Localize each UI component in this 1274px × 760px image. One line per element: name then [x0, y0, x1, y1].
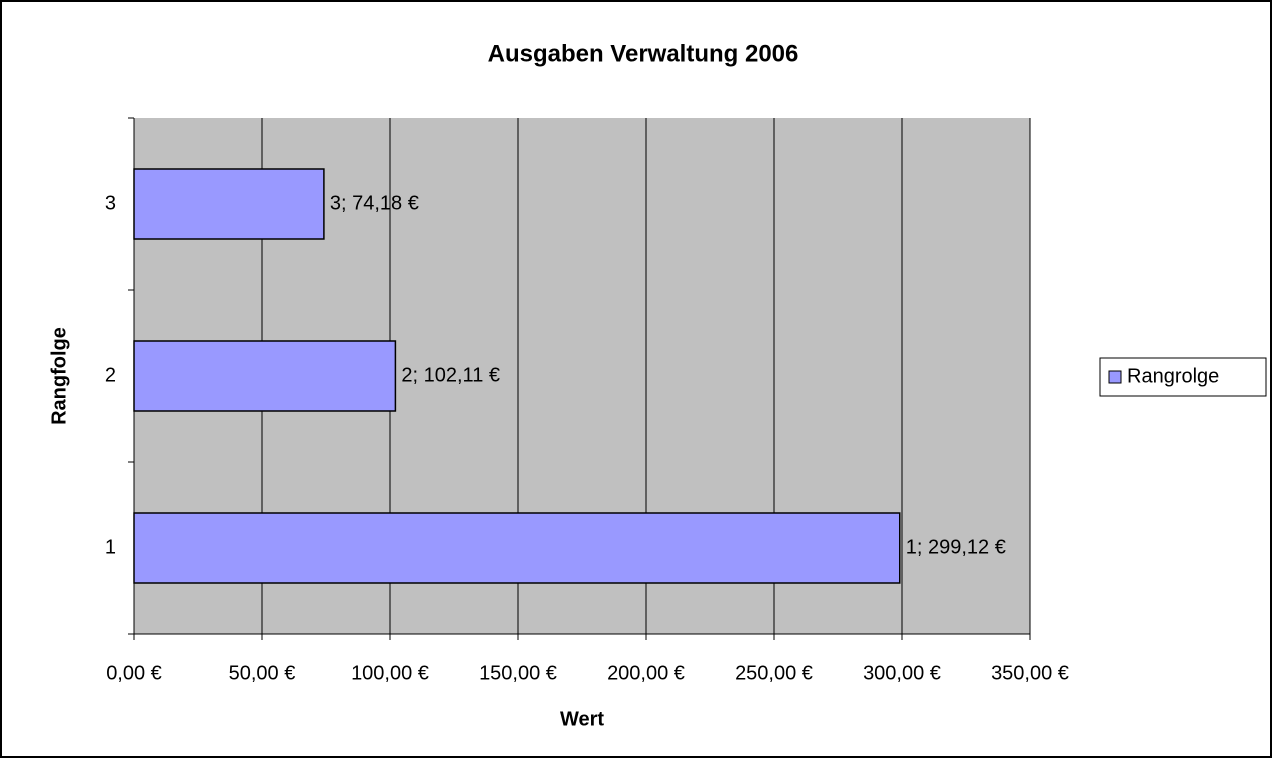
bar — [133, 340, 397, 412]
bar — [133, 512, 901, 584]
data-label: 1; 299,12 € — [906, 536, 1006, 558]
chart-title: Ausgaben Verwaltung 2006 — [488, 40, 799, 67]
legend-label: Rangrolge — [1127, 365, 1219, 387]
y-tick-label: 1 — [105, 536, 116, 558]
x-tick-label: 100,00 € — [351, 662, 429, 684]
bar — [133, 168, 325, 240]
y-tick-label: 2 — [105, 364, 116, 386]
legend-swatch — [1108, 370, 1122, 384]
x-tick-label: 50,00 € — [229, 662, 296, 684]
x-tick-label: 150,00 € — [479, 662, 557, 684]
x-tick-label: 300,00 € — [863, 662, 941, 684]
x-tick-label: 350,00 € — [991, 662, 1069, 684]
y-axis-title: Rangfolge — [48, 327, 70, 425]
x-tick-label: 200,00 € — [607, 662, 685, 684]
y-tick-label: 3 — [105, 192, 116, 214]
x-tick-label: 0,00 € — [106, 662, 162, 684]
x-tick-label: 250,00 € — [735, 662, 813, 684]
x-axis-title: Wert — [560, 708, 604, 730]
legend-box — [1099, 357, 1267, 397]
data-label: 2; 102,11 € — [401, 364, 500, 386]
data-label: 3; 74,18 € — [330, 192, 419, 214]
